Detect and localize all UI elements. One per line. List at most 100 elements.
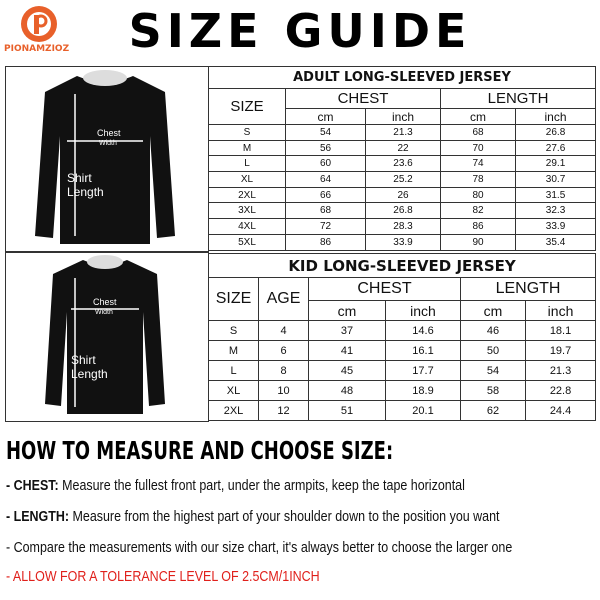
table-title: KID LONG-SLEEVED JERSEY	[207, 253, 597, 278]
data-cell: 22	[365, 139, 441, 157]
data-cell: 20.1	[385, 400, 461, 421]
data-cell: 68	[440, 124, 516, 141]
data-cell: 48	[308, 380, 386, 401]
data-cell: 21.3	[524, 360, 597, 381]
header-cell: CHEST	[285, 88, 441, 109]
unit-cell: cm	[460, 300, 526, 321]
instructions-heading: HOW TO MEASURE AND CHOOSE SIZE:	[6, 436, 394, 465]
header-cell: LENGTH	[459, 277, 597, 301]
header-cell: SIZE	[208, 277, 259, 321]
data-cell: 26.8	[365, 202, 441, 220]
instruction-text: Measure from the highest part of your sh…	[72, 509, 500, 525]
data-row: 4XL 72 28.3 86 33.9	[208, 218, 597, 235]
adult-figure: Chest Width Shirt Length	[35, 70, 175, 244]
data-cell: 23.6	[365, 155, 441, 173]
data-row: XL 10 48 18.9 58 22.8	[208, 380, 597, 401]
data-cell: 64	[285, 171, 366, 188]
data-cell: 62	[460, 400, 526, 421]
header-row: SIZE AGE CHEST LENGTH	[208, 277, 597, 321]
data-cell: XL	[208, 380, 259, 401]
data-cell: 74	[440, 155, 516, 173]
data-cell: 33.9	[365, 233, 441, 251]
data-cell: 37	[308, 320, 386, 341]
data-cell: 51	[308, 400, 386, 421]
instruction-line: - Compare the measurements with our size…	[6, 540, 512, 556]
data-cell: 16.1	[385, 340, 461, 361]
kid-figure: Chest Width Shirt Length	[45, 255, 165, 414]
instruction-text: - ALLOW FOR A TOLERANCE LEVEL OF 2.5CM/1…	[6, 569, 320, 585]
header-cell: LENGTH	[439, 88, 597, 109]
unit-cell: cm	[440, 108, 516, 125]
data-cell: 2XL	[208, 400, 259, 421]
instruction-label: - CHEST:	[6, 478, 59, 494]
shirt-label: Shirt	[67, 171, 92, 185]
data-cell: 21.3	[365, 124, 441, 141]
data-cell: L	[208, 155, 286, 173]
data-cell: 18.1	[524, 320, 597, 341]
title-row: KID LONG-SLEEVED JERSEY	[207, 253, 597, 278]
data-row: 2XL 66 26 80 31.5	[208, 186, 597, 204]
data-cell: 2XL	[208, 186, 286, 204]
data-cell: 56	[285, 139, 366, 157]
instruction-line: - LENGTH: Measure from the highest part …	[6, 509, 500, 525]
data-cell: 31.5	[514, 186, 597, 204]
data-cell: M	[208, 340, 259, 361]
instruction-label: - LENGTH:	[6, 509, 70, 525]
data-cell: 18.9	[385, 380, 461, 401]
width-label: Width	[99, 140, 117, 147]
data-cell: S	[208, 320, 259, 341]
data-cell: 24.4	[524, 400, 597, 421]
data-cell: 35.4	[514, 233, 597, 251]
brand: PIONAMZIOZ	[4, 44, 70, 54]
data-cell: 68	[285, 202, 366, 220]
data-cell: M	[208, 139, 286, 157]
data-cell: 80	[440, 186, 516, 204]
data-cell: 86	[285, 233, 366, 251]
logo	[21, 6, 57, 42]
data-cell: 30.7	[514, 171, 597, 188]
data-cell: 50	[460, 340, 526, 361]
data-cell: XL	[208, 171, 286, 188]
data-cell: 12	[258, 400, 309, 421]
unit-cell: inch	[385, 300, 461, 321]
unit-row: cm inch cm inch	[209, 300, 597, 321]
unit-cell: inch	[514, 108, 597, 125]
data-cell: 4XL	[208, 218, 286, 235]
data-cell: 6	[258, 340, 309, 361]
data-cell: 3XL	[208, 202, 286, 220]
data-cell: 27.6	[514, 139, 597, 157]
unit-row: cm inch cm inch	[209, 108, 597, 125]
instruction-line: - ALLOW FOR A TOLERANCE LEVEL OF 2.5CM/1…	[6, 569, 320, 585]
data-cell: 72	[285, 218, 366, 235]
data-cell: 33.9	[514, 218, 597, 235]
header-cell: CHEST	[308, 277, 461, 301]
data-cell: 70	[440, 139, 516, 157]
data-row: 3XL 68 26.8 82 32.3	[208, 202, 597, 220]
length-label: Length	[71, 367, 108, 381]
data-cell: 25.2	[365, 171, 441, 188]
table-title: ADULT LONG-SLEEVED JERSEY	[207, 66, 597, 89]
data-cell: 8	[258, 360, 309, 381]
data-cell: 32.3	[514, 202, 597, 220]
data-cell: 46	[460, 320, 526, 341]
width-label: Width	[95, 309, 113, 316]
data-cell: 58	[460, 380, 526, 401]
data-cell: 66	[285, 186, 366, 204]
shirt-label: Shirt	[71, 353, 96, 367]
data-row: L 60 23.6 74 29.1	[208, 155, 597, 173]
kid-table: KID LONG-SLEEVED JERSEY SIZE AGE CHEST LENGT…	[207, 253, 597, 421]
header-cell: SIZE	[208, 88, 286, 125]
data-cell: 90	[440, 233, 516, 251]
data-cell: 26	[365, 186, 441, 204]
chest-label: Chest	[97, 128, 121, 138]
data-cell: 14.6	[385, 320, 461, 341]
chest-label: Chest	[93, 297, 117, 307]
header-row: SIZE CHEST LENGTH	[208, 88, 597, 125]
data-cell: 41	[308, 340, 386, 361]
data-row: 2XL 12 51 20.1 62 24.4	[208, 400, 597, 421]
unit-cell: inch	[524, 300, 597, 321]
data-cell: 10	[258, 380, 309, 401]
data-cell: 17.7	[385, 360, 461, 381]
data-row: XL 64 25.2 78 30.7	[208, 171, 597, 188]
